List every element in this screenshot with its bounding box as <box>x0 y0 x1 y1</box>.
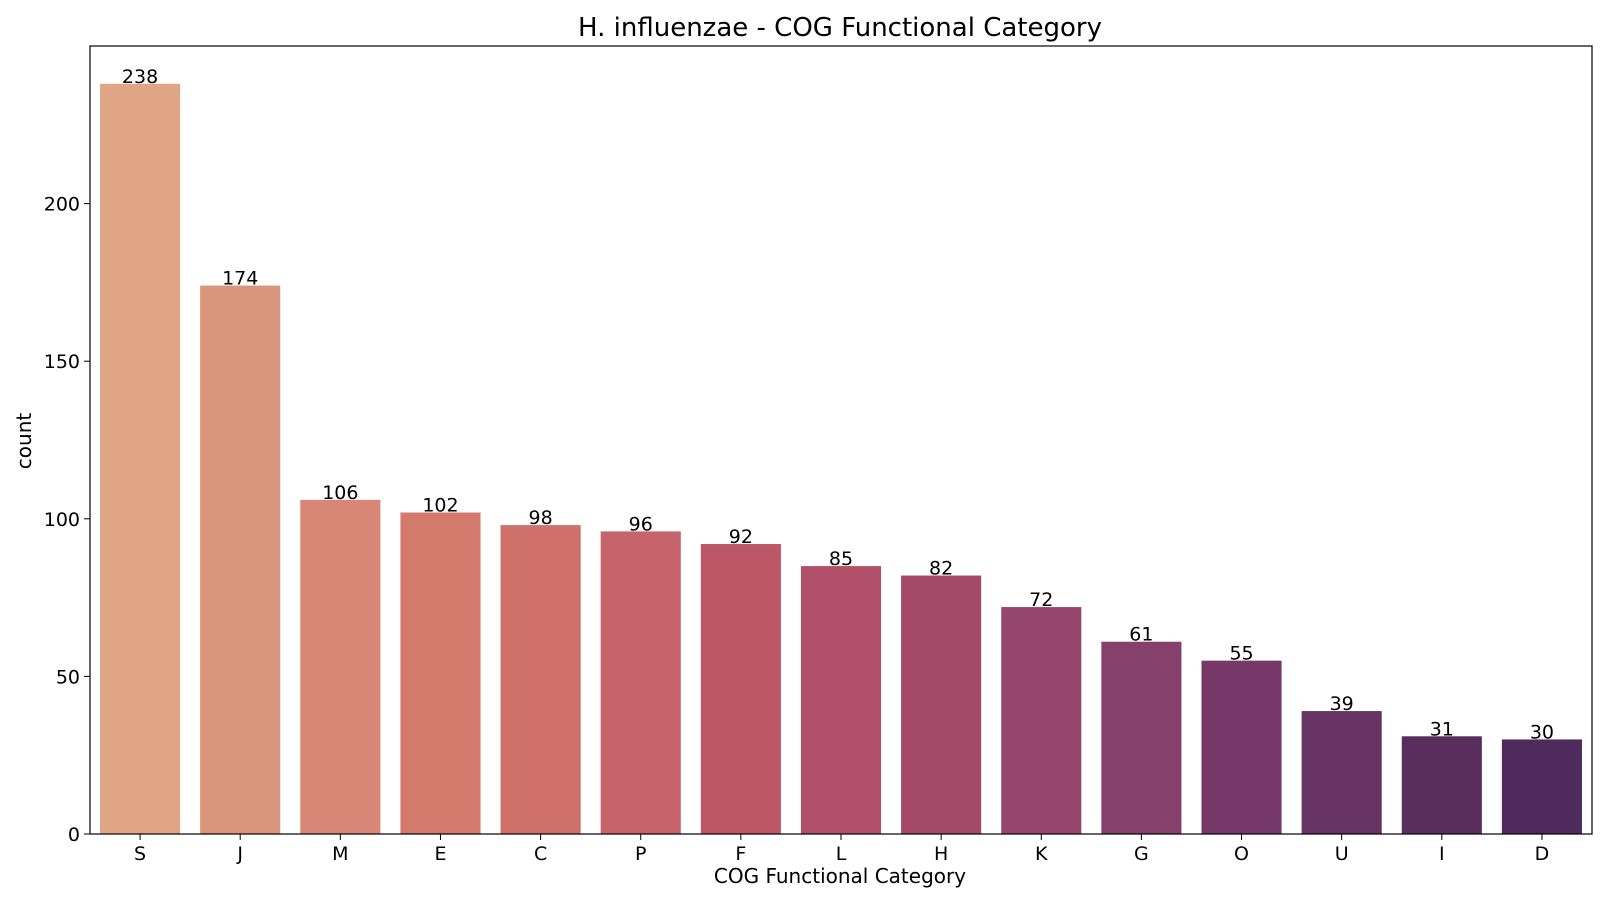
x-tick-label-G: G <box>1134 843 1149 865</box>
x-tick-label-I: I <box>1439 843 1445 865</box>
bar-C <box>500 525 581 834</box>
y-tick-label-0: 0 <box>68 824 80 846</box>
data-label-M: 106 <box>322 482 358 504</box>
x-tick-label-H: H <box>934 843 948 865</box>
bars-group <box>100 83 1582 835</box>
bar-S <box>100 83 181 835</box>
x-tick-label-S: S <box>134 843 146 865</box>
data-label-S: 238 <box>122 66 158 88</box>
data-label-C: 98 <box>529 507 553 529</box>
plot-frame <box>89 45 1593 835</box>
data-label-J: 174 <box>222 268 258 290</box>
data-label-P: 96 <box>629 513 653 535</box>
bar-I <box>1401 736 1482 834</box>
data-label-D: 30 <box>1530 721 1554 743</box>
x-tick-label-J: J <box>236 843 243 865</box>
data-label-H: 82 <box>929 558 953 580</box>
bar-K <box>1001 607 1082 834</box>
data-label-L: 85 <box>829 548 853 570</box>
x-tick-label-M: M <box>332 843 348 865</box>
y-axis-ticks: 0 50 100 150 200 <box>44 194 90 846</box>
bar-O <box>1201 660 1282 834</box>
data-label-E: 102 <box>422 494 458 516</box>
data-label-O: 55 <box>1229 643 1253 665</box>
data-label-F: 92 <box>729 526 753 548</box>
bar-P <box>600 531 681 834</box>
y-tick-label-100: 100 <box>44 509 80 531</box>
y-tick-label-200: 200 <box>44 194 80 216</box>
bar-H <box>901 575 982 834</box>
x-tick-label-L: L <box>836 843 847 865</box>
x-axis-label: COG Functional Category <box>714 864 966 888</box>
data-label-I: 31 <box>1430 718 1454 740</box>
bar-M <box>300 499 381 834</box>
data-label-K: 72 <box>1029 589 1053 611</box>
bar-U <box>1301 711 1382 834</box>
x-tick-label-E: E <box>434 843 446 865</box>
x-tick-label-U: U <box>1335 843 1349 865</box>
y-axis-label: count <box>12 413 36 470</box>
bar-E <box>400 512 481 834</box>
x-tick-label-C: C <box>534 843 547 865</box>
x-tick-label-P: P <box>635 843 646 865</box>
bar-J <box>200 285 281 834</box>
x-tick-label-F: F <box>735 843 746 865</box>
data-label-G: 61 <box>1129 624 1153 646</box>
bar-D <box>1501 739 1582 834</box>
bar-F <box>700 544 781 834</box>
y-tick-label-150: 150 <box>44 351 80 373</box>
x-tick-label-O: O <box>1234 843 1249 865</box>
bar-G <box>1101 641 1182 834</box>
chart-title: H. influenzae - COG Functional Category <box>578 13 1102 43</box>
x-tick-label-D: D <box>1535 843 1550 865</box>
y-tick-label-50: 50 <box>56 666 80 688</box>
bar-L <box>800 566 882 834</box>
data-label-U: 39 <box>1330 693 1354 715</box>
x-tick-label-K: K <box>1035 843 1048 865</box>
data-labels-group: 238 174 106 102 98 96 92 85 82 72 61 55 39 31 30 <box>122 66 1554 744</box>
